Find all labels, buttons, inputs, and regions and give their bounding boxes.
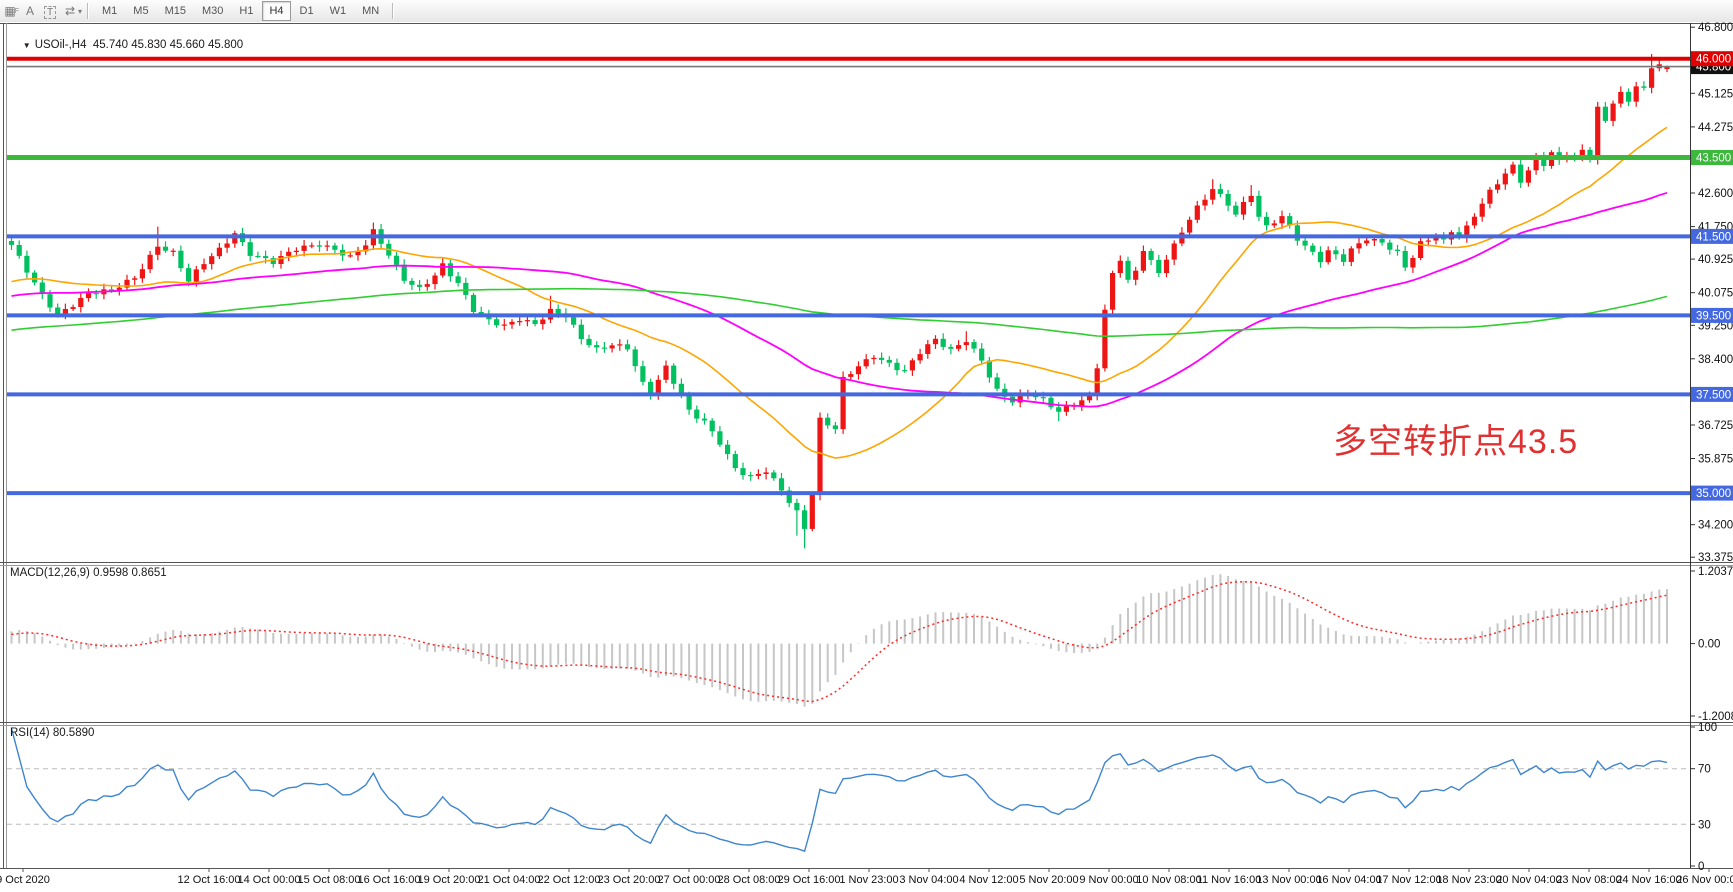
- chart-symbol-title: ▼ USOil-,H4 45.740 45.830 45.660 45.800: [10, 27, 243, 63]
- svg-text:3 Nov 04:00: 3 Nov 04:00: [899, 874, 958, 886]
- svg-text:39.250: 39.250: [1698, 320, 1733, 332]
- svg-text:36.725: 36.725: [1698, 420, 1733, 432]
- svg-text:37.500: 37.500: [1696, 389, 1731, 401]
- price-level-badge-37.500: 37.500: [1691, 386, 1733, 402]
- letter-a-icon[interactable]: A: [25, 4, 34, 18]
- svg-text:1 Nov 23:00: 1 Nov 23:00: [839, 874, 898, 886]
- macd-indicator-label: MACD(12,26,9) 0.9598 0.8651: [10, 567, 167, 579]
- svg-text:-1.2008: -1.2008: [1698, 711, 1733, 723]
- svg-text:1.2037: 1.2037: [1698, 566, 1733, 578]
- rsi-pane[interactable]: [7, 728, 1690, 853]
- svg-text:12 Oct 16:00: 12 Oct 16:00: [178, 874, 241, 886]
- macd-signal-line: [11, 581, 1668, 703]
- svg-text:46.800: 46.800: [1698, 22, 1733, 34]
- timeframe-button-m1[interactable]: M1: [102, 5, 118, 17]
- price-level-badge-43.500: 43.500: [1691, 150, 1733, 165]
- toolbar: ▦ F A T ⇄ ▾ M1 M5 M15 M30 H1 H4 D1 W1 MN: [0, 0, 1733, 23]
- svg-text:30: 30: [1698, 819, 1711, 831]
- text-box-icon[interactable]: T: [40, 2, 60, 20]
- svg-text:44.275: 44.275: [1698, 122, 1733, 134]
- timeframe-button-d1[interactable]: D1: [299, 5, 314, 17]
- svg-text:16 Nov 04:00: 16 Nov 04:00: [1316, 874, 1381, 886]
- svg-text:34.200: 34.200: [1698, 520, 1733, 532]
- timeframe-button-w1[interactable]: W1: [329, 5, 347, 17]
- svg-text:9 Nov 00:00: 9 Nov 00:00: [1079, 874, 1138, 886]
- svg-text:46.000: 46.000: [1696, 54, 1731, 66]
- svg-text:10 Nov 08:00: 10 Nov 08:00: [1136, 874, 1201, 886]
- svg-text:4 Nov 12:00: 4 Nov 12:00: [959, 874, 1018, 886]
- svg-text:70: 70: [1698, 764, 1711, 776]
- timeframe-button-mn[interactable]: MN: [362, 5, 380, 17]
- svg-text:35.875: 35.875: [1698, 454, 1733, 466]
- svg-text:23 Nov 08:00: 23 Nov 08:00: [1556, 874, 1621, 886]
- chart-background: [0, 22, 1733, 892]
- ohlc-quote: 45.740 45.830 45.660 45.800: [92, 39, 244, 51]
- svg-text:18 Nov 23:00: 18 Nov 23:00: [1436, 874, 1501, 886]
- dropdown-caret-icon[interactable]: ▾: [78, 6, 83, 16]
- svg-text:17 Nov 12:00: 17 Nov 12:00: [1376, 874, 1441, 886]
- svg-text:21 Oct 04:00: 21 Oct 04:00: [478, 874, 541, 886]
- MA-mid-line: [11, 191, 1668, 408]
- svg-text:33.375: 33.375: [1698, 552, 1733, 564]
- svg-text:41.500: 41.500: [1696, 231, 1731, 243]
- svg-text:35.000: 35.000: [1696, 488, 1731, 500]
- svg-text:39.500: 39.500: [1696, 310, 1731, 322]
- svg-text:5 Nov 20:00: 5 Nov 20:00: [1019, 874, 1078, 886]
- svg-text:42.600: 42.600: [1698, 188, 1733, 200]
- svg-text:13 Nov 00:00: 13 Nov 00:00: [1256, 874, 1321, 886]
- timeframe-button-h1[interactable]: H1: [239, 5, 254, 17]
- timeframe-button-m5[interactable]: M5: [133, 5, 149, 17]
- swap-arrows-icon[interactable]: ⇄: [64, 4, 76, 18]
- svg-text:24 Nov 16:00: 24 Nov 16:00: [1616, 874, 1681, 886]
- svg-text:40.925: 40.925: [1698, 254, 1733, 266]
- svg-text:0: 0: [1698, 861, 1704, 873]
- svg-text:19 Oct 20:00: 19 Oct 20:00: [418, 874, 481, 886]
- toolbar-tools: ▦ F A T ⇄: [0, 2, 80, 20]
- price-level-badge-46.000: 46.000: [1691, 51, 1733, 67]
- svg-text:28 Oct 08:00: 28 Oct 08:00: [718, 874, 781, 886]
- collapse-triangle-icon[interactable]: ▼: [22, 41, 31, 50]
- price-level-badge-41.500: 41.500: [1691, 228, 1733, 244]
- svg-text:16 Oct 16:00: 16 Oct 16:00: [358, 874, 421, 886]
- price-level-badge-35.000: 35.000: [1691, 485, 1733, 501]
- svg-text:23 Oct 20:00: 23 Oct 20:00: [598, 874, 661, 886]
- svg-text:29 Oct 16:00: 29 Oct 16:00: [778, 874, 841, 886]
- grid-pointer-icon[interactable]: ▦ F: [4, 4, 19, 18]
- svg-text:9 Oct 2020: 9 Oct 2020: [0, 874, 50, 886]
- timeframe-button-m30[interactable]: M30: [201, 5, 224, 17]
- svg-text:22 Oct 12:00: 22 Oct 12:00: [538, 874, 601, 886]
- timeframe-button-m15[interactable]: M15: [164, 5, 186, 17]
- svg-text:27 Oct 00:00: 27 Oct 00:00: [658, 874, 721, 886]
- chart-text-annotation: 多空转折点43.5: [1333, 423, 1579, 461]
- svg-text:15 Oct 08:00: 15 Oct 08:00: [298, 874, 361, 886]
- svg-text:43.500: 43.500: [1696, 153, 1731, 165]
- svg-text:40.075: 40.075: [1698, 288, 1733, 300]
- rsi-line: [10, 728, 1668, 853]
- svg-text:45.125: 45.125: [1698, 88, 1733, 100]
- toolbar-separator: [87, 3, 90, 19]
- svg-text:0.00: 0.00: [1698, 639, 1720, 651]
- svg-text:14 Oct 00:00: 14 Oct 00:00: [238, 874, 301, 886]
- price-level-badge-39.500: 39.500: [1691, 307, 1733, 323]
- symbol-name: USOil-,H4: [34, 39, 87, 51]
- timeframe-buttons: M1 M5 M15 M30 H1 H4 D1 W1 MN: [94, 1, 387, 21]
- svg-text:26 Nov 00:00: 26 Nov 00:00: [1676, 874, 1733, 886]
- rsi-indicator-label: RSI(14) 80.5890: [10, 727, 95, 739]
- svg-text:11 Nov 16:00: 11 Nov 16:00: [1197, 874, 1262, 886]
- svg-text:100: 100: [1698, 722, 1717, 734]
- price-axis[interactable]: 46.80045.12544.27542.60041.75040.92540.0…: [1690, 22, 1733, 873]
- svg-text:20 Nov 04:00: 20 Nov 04:00: [1496, 874, 1561, 886]
- macd-pane[interactable]: [10, 574, 1668, 707]
- toolbar-separator: [392, 3, 395, 19]
- svg-text:38.400: 38.400: [1698, 354, 1733, 366]
- timeframe-button-h4[interactable]: H4: [262, 1, 291, 21]
